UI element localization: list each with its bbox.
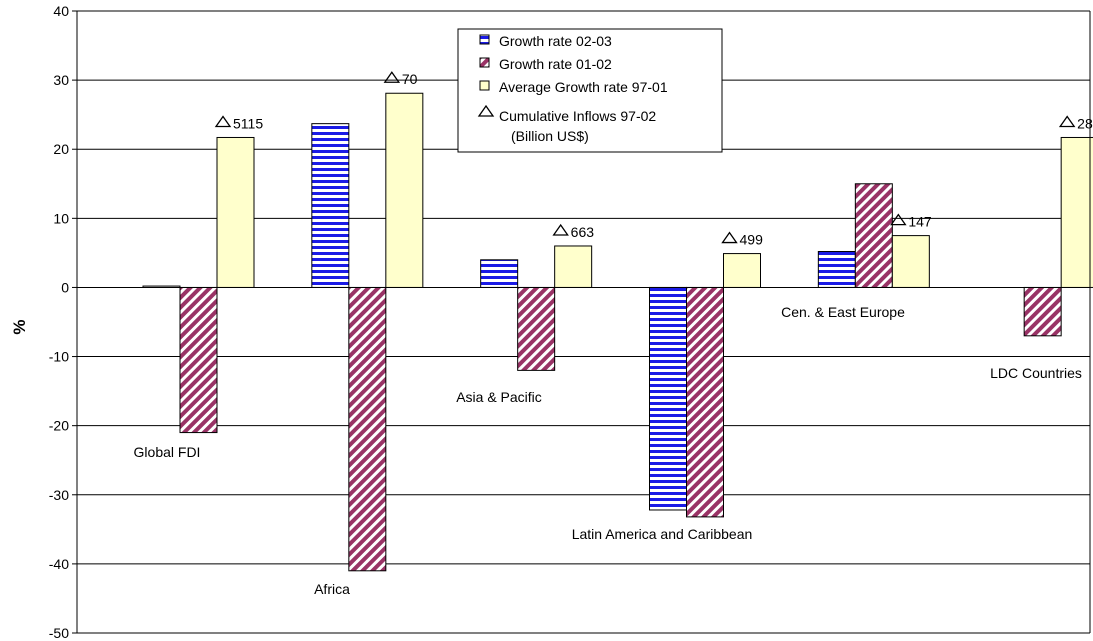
y-tick-label: -10 <box>49 349 69 365</box>
cumulative-inflow-label: 28 <box>1077 115 1093 131</box>
y-tick-label: 40 <box>53 3 69 19</box>
bar-2 <box>179 286 218 434</box>
y-tick-label: 0 <box>61 279 69 295</box>
category-label: Cen. & East Europe <box>781 304 905 320</box>
bars <box>142 92 1093 572</box>
legend-swatch <box>479 34 490 45</box>
category-label: Global FDI <box>134 444 201 460</box>
legend-triangle-icon <box>477 104 495 117</box>
category-label: Latin America and Caribbean <box>572 526 753 542</box>
axes: 40 30 20 10 0 -10 -20 -30 -40 -50 <box>49 3 1091 641</box>
legend-swatch <box>479 57 490 68</box>
category-label: Asia & Pacific <box>456 389 542 405</box>
y-tick-label: 30 <box>53 72 69 88</box>
legend-label: Growth rate 02-03 <box>499 33 612 49</box>
y-tick-label: 20 <box>53 141 69 157</box>
cumulative-inflow-marker <box>383 71 401 83</box>
bar-1 <box>480 259 519 288</box>
y-tick-label: -20 <box>49 418 69 434</box>
bar-3 <box>554 245 593 288</box>
bar-1 <box>817 251 856 288</box>
cumulative-inflow-marker <box>214 115 232 128</box>
legend-label: Growth rate 01-02 <box>499 56 612 72</box>
legend-swatch <box>479 80 490 91</box>
legend-label: Average Growth rate 97-01 <box>499 79 668 95</box>
bar-3 <box>385 92 424 288</box>
y-axis-title: % <box>10 319 29 334</box>
cumulative-inflow-marker <box>890 213 907 226</box>
y-tick-label: -30 <box>49 487 69 503</box>
bar-2 <box>1023 286 1062 337</box>
y-tick-label: -40 <box>49 556 69 572</box>
cumulative-inflow-label: 663 <box>571 224 595 240</box>
y-tick-label: -50 <box>49 625 69 641</box>
cumulative-inflow-marker <box>721 231 738 244</box>
bar-2 <box>686 286 724 518</box>
legend-box <box>457 28 723 153</box>
bar-1 <box>649 286 687 511</box>
bar-2 <box>517 286 556 371</box>
bar-1 <box>311 123 350 288</box>
y-tick-label: 10 <box>53 210 69 226</box>
bar-2 <box>348 286 387 572</box>
bar-3 <box>723 253 761 288</box>
cumulative-inflow-marker <box>1058 115 1076 128</box>
bar-2 <box>854 183 893 288</box>
cumulative-inflow-label: 147 <box>908 214 932 230</box>
cumulative-inflow-label: 5115 <box>233 115 263 131</box>
legend-label-line2: (Billion US$) <box>511 128 589 144</box>
cumulative-inflow-marker <box>552 223 569 236</box>
cumulative-inflow-label: 499 <box>740 232 764 248</box>
bar-3 <box>216 136 255 288</box>
bar-3 <box>891 235 930 288</box>
legend-label: Cumulative Inflows 97-02 <box>499 108 656 124</box>
bar-3 <box>1060 136 1093 288</box>
legend: Growth rate 02-03 Growth rate 01-02 Averag… <box>457 28 723 153</box>
cumulative-inflow-label: 70 <box>402 71 418 87</box>
category-label: LDC Countries <box>990 365 1082 381</box>
category-label: Africa <box>314 581 350 597</box>
labels: Global FDI Africa Asia & Pacific Latin Amer… <box>134 71 1093 597</box>
